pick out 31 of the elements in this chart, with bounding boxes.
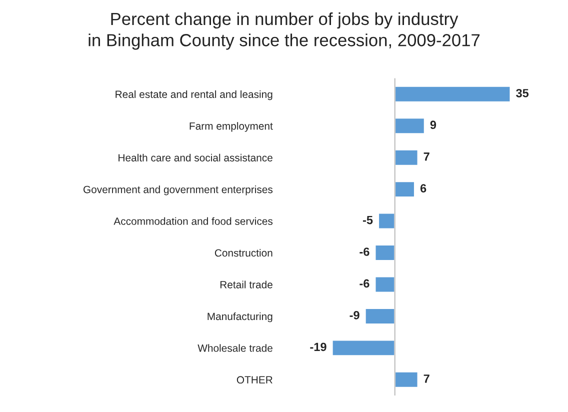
bar bbox=[394, 148, 419, 166]
chart-title: Percent change in number of jobs by industry in Bingham County since the recession, 2009-2017 bbox=[88, 12, 480, 50]
bar bbox=[394, 371, 419, 388]
data-label: 9 bbox=[430, 120, 436, 130]
bar bbox=[374, 276, 396, 294]
y-tick-label: Retail trade bbox=[220, 280, 272, 288]
data-label: -19 bbox=[310, 342, 326, 352]
data-label: -5 bbox=[362, 216, 373, 224]
bar bbox=[394, 117, 426, 134]
y-tick-label: Farm employment bbox=[190, 122, 273, 132]
y-tick-label: Accommodation and food services bbox=[114, 217, 273, 225]
data-label: -9 bbox=[350, 311, 360, 320]
bar bbox=[394, 86, 512, 103]
bar bbox=[394, 180, 416, 198]
data-label: 35 bbox=[516, 88, 529, 98]
bar bbox=[364, 308, 396, 325]
data-label: -6 bbox=[360, 248, 370, 256]
y-tick-label: Wholesale trade bbox=[198, 344, 272, 352]
y-tick-label: Health care and social assistance bbox=[118, 154, 272, 162]
y-tick-label: Government and government enterprises bbox=[84, 186, 273, 196]
data-label: 6 bbox=[420, 184, 426, 192]
bar bbox=[374, 244, 396, 262]
data-label: 7 bbox=[424, 152, 430, 161]
bar bbox=[331, 339, 396, 357]
y-tick-label: OTHER bbox=[236, 376, 272, 384]
y-tick-label: Real estate and rental and leasing bbox=[116, 90, 272, 100]
bar bbox=[378, 212, 396, 230]
data-label: 7 bbox=[424, 374, 430, 383]
data-label: -6 bbox=[360, 279, 370, 288]
y-tick-label: Manufacturing bbox=[208, 312, 272, 322]
y-tick-label: Construction bbox=[214, 248, 272, 257]
